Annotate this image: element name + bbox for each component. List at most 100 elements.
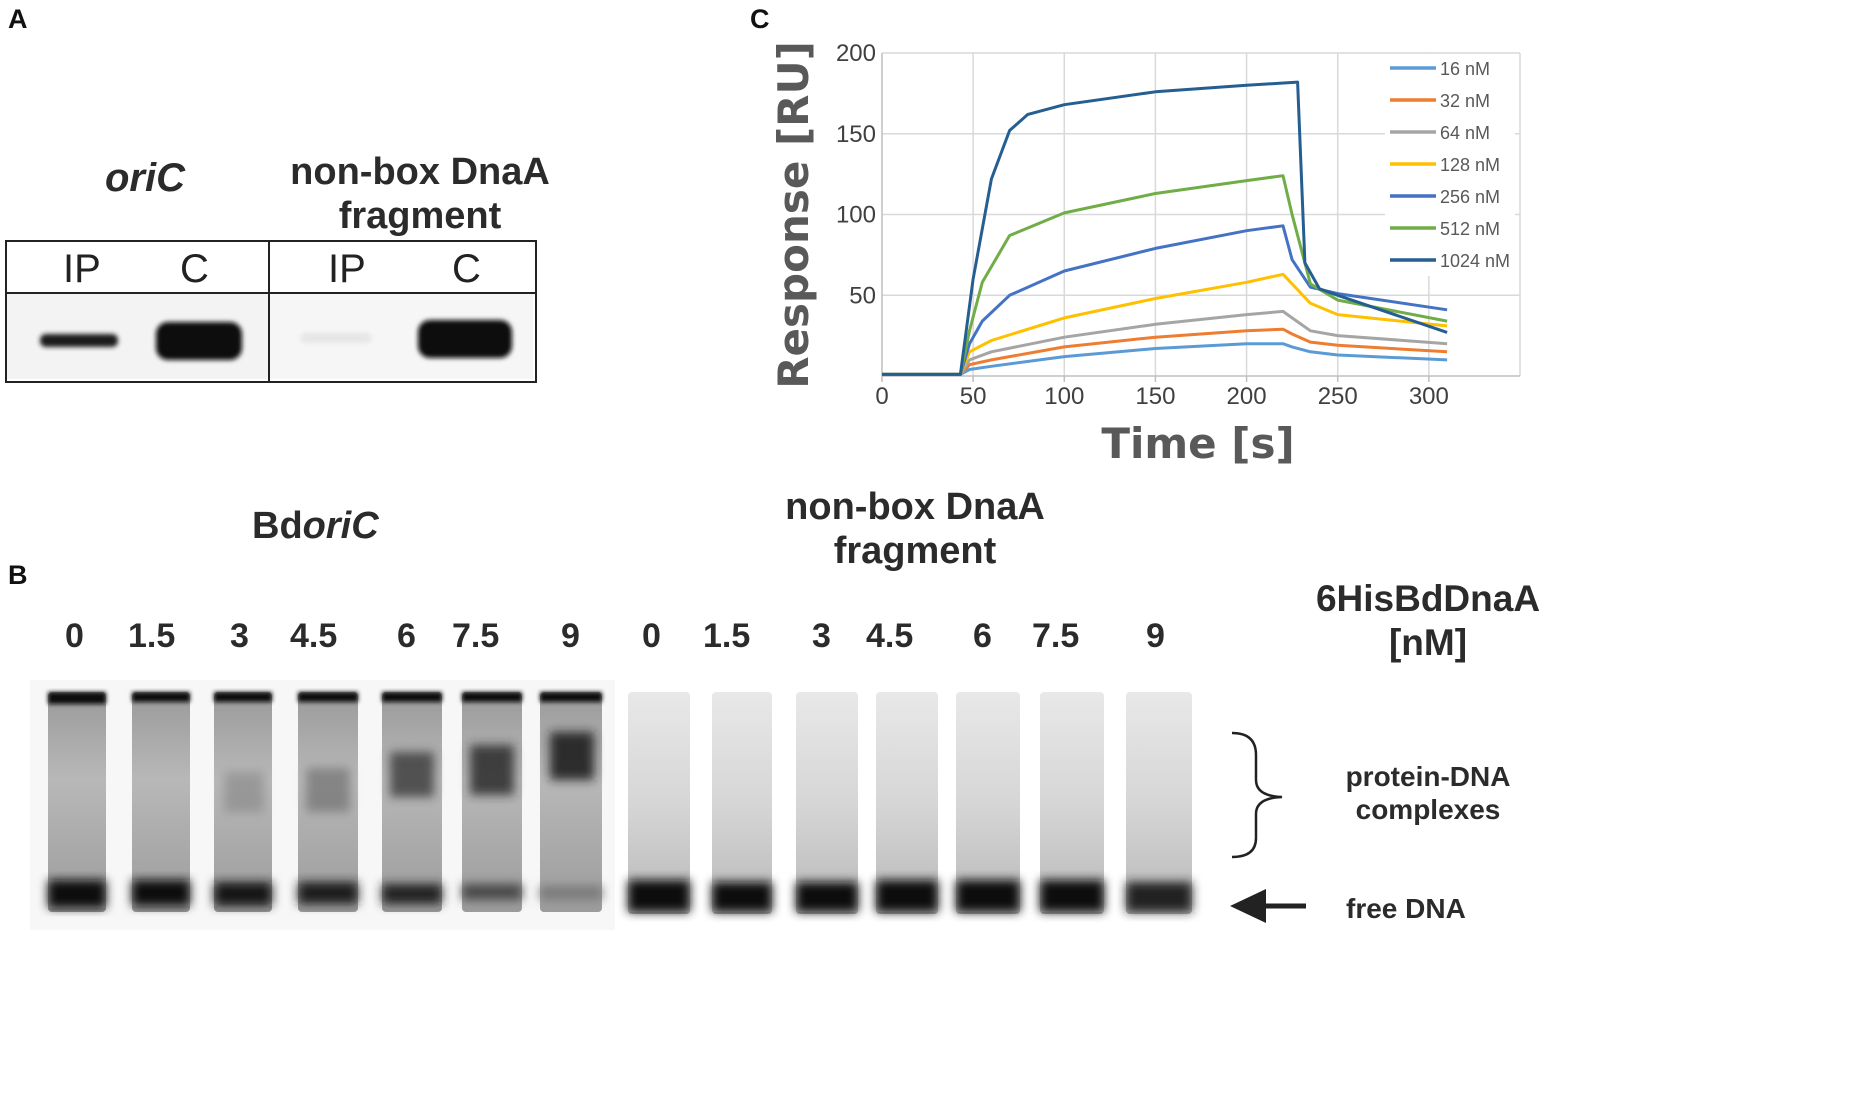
emsa-free-band <box>382 884 442 904</box>
emsa-free-band <box>298 882 358 904</box>
panel-a-lane-ip-2: IP <box>328 247 366 291</box>
emsa-lane <box>796 692 858 914</box>
chart-series-line <box>882 224 1448 376</box>
emsa-free-dna-nonbox <box>628 880 1192 912</box>
emsa-lane <box>132 692 190 912</box>
emsa-well <box>48 692 106 704</box>
chart-legend-label: 64 nM <box>1440 123 1490 143</box>
conc-label: 0 <box>642 617 661 655</box>
emsa-free-band <box>462 884 522 900</box>
chart-y-tick-label: 50 <box>849 282 876 309</box>
conc-label: 9 <box>561 617 580 655</box>
conc-label: 9 <box>1146 617 1165 655</box>
emsa-wells-bdoric <box>48 692 602 704</box>
emsa-free-band <box>956 880 1020 912</box>
panel-a-title-oric: oriC <box>105 156 185 200</box>
panel-a-lane-c-1: C <box>180 247 209 291</box>
conc-label: 0 <box>65 617 84 655</box>
chart-y-tick-label: 200 <box>836 40 876 67</box>
emsa-lane <box>48 692 106 912</box>
chart-series-line <box>882 272 1448 376</box>
free-dna-arrow <box>1230 889 1306 923</box>
emsa-lanes-nonbox <box>628 692 1192 914</box>
chart-series-line <box>882 309 1448 376</box>
emsa-free-band <box>132 880 190 906</box>
panel-c-letter: C <box>750 4 770 34</box>
emsa-well <box>214 692 272 702</box>
conc-label: 3 <box>812 617 831 655</box>
conc-label: 4.5 <box>866 617 914 655</box>
panel-a-gel-divider-h <box>5 292 535 294</box>
panel-a-title-nonbox-line1: non-box DnaA <box>290 151 550 193</box>
emsa-free-band <box>48 880 106 908</box>
panel-a-band-c-nonbox <box>418 320 512 358</box>
emsa-complexes-bdoric <box>224 732 594 812</box>
panel-a-band-ip-nonbox <box>300 333 372 343</box>
panel-b-title-nonbox: non-box DnaA fragment <box>745 485 1085 573</box>
panel-a-title-nonbox-line2: fragment <box>338 195 502 237</box>
chart-series-line <box>882 80 1448 376</box>
conc-label: 7.5 <box>1032 617 1080 655</box>
chart-x-tick-label: 100 <box>1044 383 1084 410</box>
conc-label: 4.5 <box>290 617 338 655</box>
emsa-well <box>462 692 522 702</box>
chart-series-line <box>882 327 1448 376</box>
emsa-lane <box>712 692 772 914</box>
conc-label: 6 <box>397 617 416 655</box>
chart-legend-label: 256 nM <box>1440 187 1500 207</box>
emsa-lane <box>876 692 938 914</box>
panel-a-band-ip-oric <box>40 334 118 347</box>
emsa-free-band <box>1040 880 1104 912</box>
panel-a-band-c-oric <box>156 322 242 360</box>
chart-legend-label: 1024 nM <box>1440 251 1510 271</box>
chart-x-tick-label: 250 <box>1318 383 1358 410</box>
emsa-well <box>540 692 602 702</box>
chart-xlabel: Time [s] <box>1101 419 1294 468</box>
emsa-free-band <box>876 880 938 912</box>
conc-label: 1.5 <box>128 617 176 655</box>
conc-label: 7.5 <box>452 617 500 655</box>
panel-a-title-nonbox: non-box DnaA fragment <box>260 150 580 238</box>
emsa-lane <box>1126 692 1192 914</box>
panel-a-gel-divider-v <box>268 240 270 381</box>
emsa-free-band <box>628 880 690 912</box>
conc-label: 3 <box>230 617 249 655</box>
complexes-brace <box>1231 731 1283 859</box>
emsa-well <box>132 692 190 702</box>
chart-x-tick-label: 150 <box>1135 383 1175 410</box>
emsa-free-band <box>1126 882 1192 912</box>
emsa-complex-band <box>224 772 264 812</box>
chart-ylabel: Response [RU] <box>769 41 818 389</box>
emsa-lane <box>382 692 442 912</box>
emsa-free-band <box>712 882 772 912</box>
emsa-free-band <box>796 882 858 912</box>
chart-y-tick-label: 100 <box>836 202 876 229</box>
conc-label: 1.5 <box>703 617 751 655</box>
chart-legend-label: 32 nM <box>1440 91 1490 111</box>
chart-series-line <box>882 174 1448 376</box>
chart-series-line <box>882 342 1448 376</box>
panel-b-complexes-label: protein-DNA complexes <box>1316 760 1540 826</box>
panel-a-letter: A <box>8 4 28 34</box>
emsa-well <box>298 692 358 702</box>
panel-b-title-nonbox-line2: fragment <box>833 530 997 572</box>
chart-legend-label: 128 nM <box>1440 155 1500 175</box>
chart-legend-label: 16 nM <box>1440 59 1490 79</box>
emsa-complex-band <box>550 732 594 780</box>
panel-b-free-dna-label: free DNA <box>1346 893 1466 924</box>
emsa-free-band <box>540 886 602 900</box>
panel-b-complexes-line1: protein-DNA <box>1345 761 1511 792</box>
emsa-free-band <box>214 882 272 906</box>
panel-b-title-bdoric-prefix: Bd <box>252 505 303 547</box>
panel-b-title-bdoric: BdoriC <box>252 505 379 548</box>
panel-b-title-nonbox-line1: non-box DnaA <box>785 486 1045 528</box>
emsa-complex-band <box>390 752 434 797</box>
panel-b-protein-label-line2: [nM] <box>1388 622 1468 663</box>
panel-b-protein-label-line1: 6HisBdDnaA <box>1315 578 1541 619</box>
emsa-lane <box>628 692 690 914</box>
emsa-free-dna-bdoric <box>48 880 602 908</box>
panel-b-title-bdoric-italic: oriC <box>302 505 379 547</box>
conc-label: 6 <box>973 617 992 655</box>
